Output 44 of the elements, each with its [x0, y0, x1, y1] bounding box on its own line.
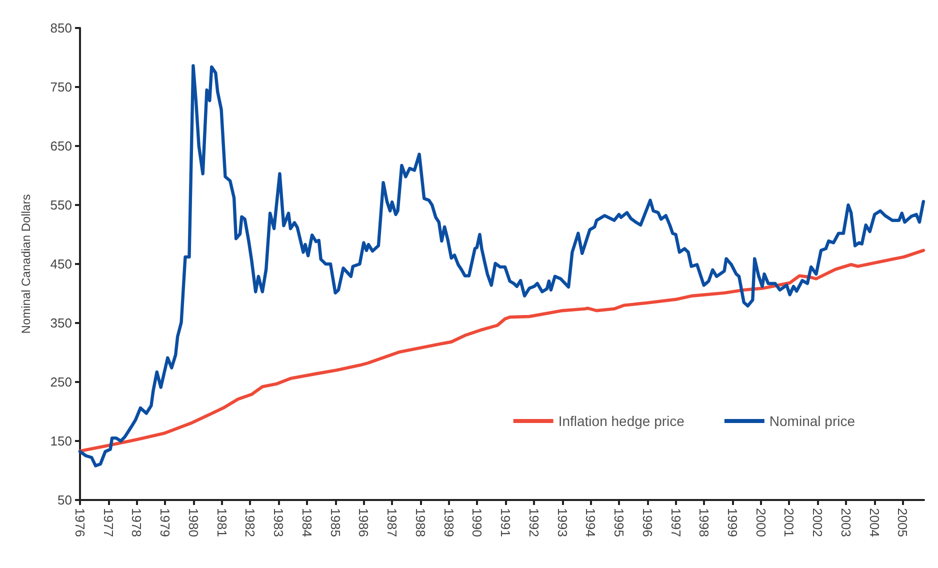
y-tick-label: 250 — [50, 374, 72, 390]
y-tick-label: 550 — [50, 198, 72, 212]
x-tick-label: 1980 — [186, 508, 201, 537]
x-tick-label: 1990 — [470, 508, 485, 537]
x-tick-label: 1978 — [129, 508, 144, 537]
legend-label: Inflation hedge price — [558, 413, 685, 429]
y-tick-label: 450 — [50, 256, 72, 272]
x-tick-label: 1982 — [242, 508, 258, 537]
y-tick-label: 350 — [50, 316, 72, 330]
x-tick-label: 1983 — [271, 508, 286, 537]
y-tick-label: 50 — [58, 492, 72, 508]
line-series — [78, 248, 926, 453]
x-tick-label: 1997 — [668, 508, 684, 537]
x-tick-label: 1976 — [72, 508, 88, 537]
x-tick-label: 1986 — [356, 508, 372, 537]
x-tick-label: 1996 — [640, 508, 655, 537]
x-tick-label: 1977 — [100, 508, 116, 537]
x-tick-label: 1988 — [412, 508, 428, 537]
x-tick-label: 1985 — [328, 508, 343, 537]
x-tick-label: 1991 — [498, 508, 514, 537]
x-tick-label: 1993 — [554, 508, 570, 537]
x-tick-label: 1995 — [612, 508, 627, 537]
x-tick-label: 1989 — [441, 508, 456, 537]
x-tick-label: 1999 — [725, 508, 740, 537]
x-tick-label: 2000 — [753, 508, 768, 537]
x-tick-label: 1987 — [384, 508, 400, 537]
line-series — [78, 64, 926, 468]
x-tick-label: 2004 — [866, 508, 882, 537]
x-tick-label: 2005 — [895, 508, 910, 537]
x-tick-label: 2002 — [810, 508, 826, 537]
x-tick-label: 1984 — [299, 508, 314, 537]
y-tick-label: 850 — [50, 20, 72, 36]
x-tick-label: 1979 — [158, 508, 173, 537]
x-tick-label: 1994 — [583, 508, 598, 537]
y-tick-label: 150 — [50, 434, 72, 448]
y-tick-label: 750 — [50, 80, 72, 94]
x-tick-label: 2001 — [782, 508, 797, 537]
y-axis-title: Nominal Canadian Dollars — [19, 194, 33, 334]
x-tick-label: 2003 — [838, 508, 854, 537]
x-tick-label: 1981 — [214, 508, 230, 537]
x-tick-label: 1998 — [696, 508, 712, 537]
y-tick-label: 650 — [50, 138, 72, 154]
legend-label: Nominal price — [769, 413, 856, 429]
x-tick-label: 1992 — [526, 508, 542, 537]
